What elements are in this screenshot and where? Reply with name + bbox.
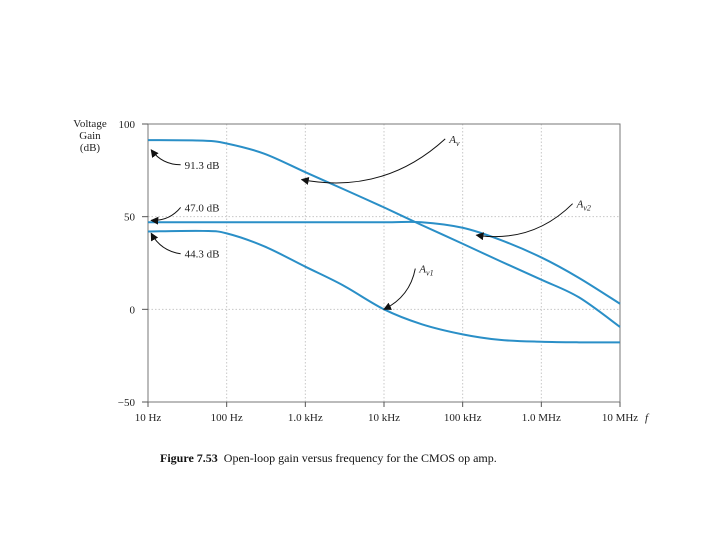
y-axis-label: Gain	[79, 130, 101, 142]
x-tick-label: 100 Hz	[211, 412, 243, 424]
x-tick-label: 1.0 kHz	[288, 412, 323, 424]
series-line-av2	[147, 220, 621, 305]
y-tick-label: 100	[119, 119, 136, 131]
series-label-subscript: v1	[426, 269, 434, 278]
figure-caption: Figure 7.53 Open-loop gain versus freque…	[160, 451, 497, 466]
series-label-av1: Av1	[418, 264, 433, 278]
x-axis-label: f	[645, 412, 650, 424]
db-annotation-arrow	[150, 232, 181, 255]
y-tick-label: 0	[130, 304, 136, 316]
db-annotation-arrow	[150, 207, 182, 225]
series-label-av2: Av2	[576, 199, 591, 213]
x-tick-label: 10 MHz	[602, 412, 638, 424]
caption-text: Open-loop gain versus frequency for the …	[223, 451, 497, 465]
db-annotation: 91.3 dB	[185, 160, 220, 172]
figure-number: Figure 7.53	[160, 451, 218, 465]
y-axis-label: Voltage	[73, 118, 107, 130]
labels-group: Av Av2 Av1 91.3 dB 47.0 dB 44.3 dB	[150, 134, 591, 310]
db-annotation-arrow	[150, 149, 181, 166]
series-label-subscript: v2	[583, 204, 591, 213]
axes: 10 Hz 100 Hz 1.0 kHz 10 kHz 100 kHz 1.0 MHz 10…	[73, 118, 650, 424]
db-annotation: 44.3 dB	[185, 249, 220, 261]
series-label-arrow	[300, 138, 446, 185]
series-label-arrow	[475, 203, 573, 241]
series-line-av	[147, 139, 621, 328]
y-tick-label: −50	[118, 397, 136, 409]
y-axis-label: (dB)	[80, 142, 101, 154]
x-tick-label: 100 kHz	[444, 412, 482, 424]
x-tick-label: 10 Hz	[135, 412, 162, 424]
y-tick-label: 50	[124, 212, 136, 224]
series-label-subscript: v	[456, 139, 460, 148]
series-label-arrow	[383, 268, 416, 310]
x-tick-label: 1.0 MHz	[522, 412, 561, 424]
series-label-av: Av	[448, 134, 460, 148]
db-annotation: 47.0 dB	[185, 202, 220, 214]
x-tick-label: 10 kHz	[368, 412, 400, 424]
